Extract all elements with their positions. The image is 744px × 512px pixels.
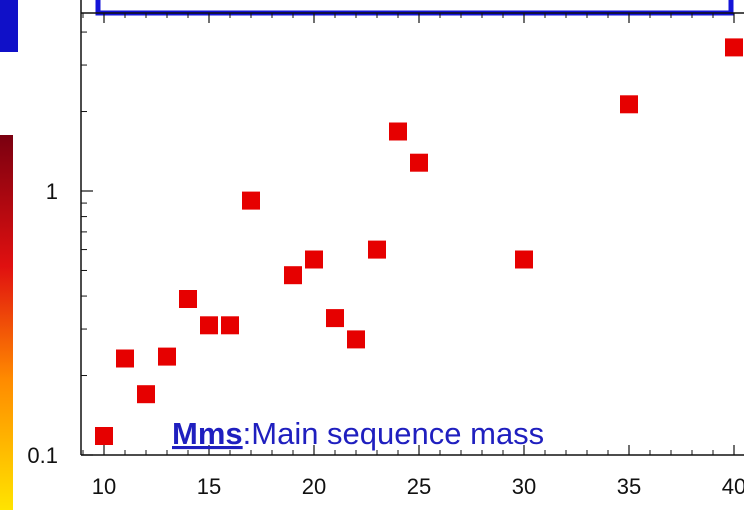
scatter-point	[179, 290, 197, 308]
plot-area: 10 15 20 25 30 35 40 0.11	[27, 0, 744, 499]
x-tick-label: 20	[302, 474, 326, 499]
scatter-point	[725, 38, 743, 57]
title-frame	[95, 0, 734, 16]
y-tick-label: 0.1	[27, 443, 58, 468]
x-tick-label: 35	[617, 474, 641, 499]
scatter-point	[305, 250, 323, 269]
colorbar-strip	[0, 135, 13, 510]
scatter-point	[620, 95, 638, 114]
scatter-point	[116, 349, 134, 368]
x-tick-label: 15	[197, 474, 221, 499]
scatter-point	[95, 427, 113, 445]
scatter-point	[137, 385, 155, 404]
scatter-point	[389, 122, 407, 141]
x-tick-label: 40	[722, 474, 744, 499]
scatter-point	[515, 250, 533, 269]
scatter-point	[284, 266, 302, 285]
annotation-text: Mms:Main sequence mass	[172, 416, 544, 451]
scatter-point	[221, 316, 239, 335]
x-tick-label: 25	[407, 474, 431, 499]
scatter-point	[158, 347, 176, 366]
scatter-point	[347, 330, 365, 349]
scatter-point	[326, 309, 344, 328]
scatter-points	[95, 38, 743, 445]
x-tick-label: 10	[92, 474, 116, 499]
y-tick-label: 1	[46, 179, 58, 204]
axis-ticks	[81, 13, 735, 456]
scatter-point	[242, 191, 260, 210]
annotation-strong: Mms	[172, 416, 243, 451]
scatter-point	[368, 240, 386, 259]
x-tick-label: 30	[512, 474, 536, 499]
x-tick-labels: 10 15 20 25 30 35 40	[92, 474, 744, 499]
scatter-point	[410, 153, 428, 172]
scatter-point	[200, 316, 218, 335]
annotation-rest: :Main sequence mass	[243, 416, 545, 451]
colorbar-strip-top	[0, 0, 18, 52]
y-tick-labels: 0.11	[27, 179, 58, 468]
